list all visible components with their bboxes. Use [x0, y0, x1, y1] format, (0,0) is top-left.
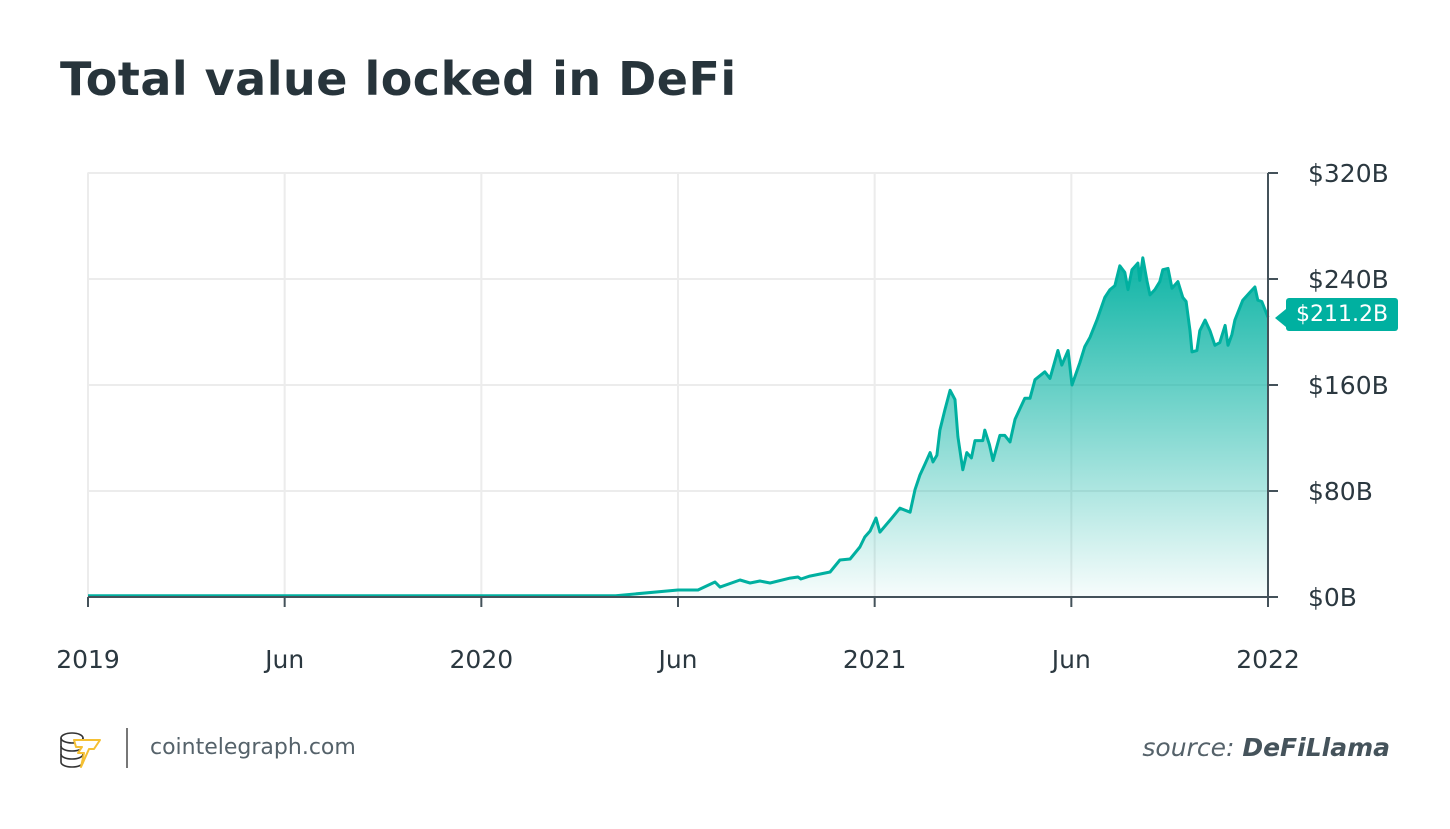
cointelegraph-logo-icon: [58, 730, 102, 774]
x-tick-label: 2022: [1236, 645, 1300, 674]
y-tick-label: $80B: [1308, 477, 1373, 506]
axes: $0B $80B $160B $240B $320B 2019 Jun 2020 Jun 2021…: [56, 159, 1389, 674]
source-credit: source: DeFiLlama: [1142, 733, 1390, 762]
y-tick-label: $240B: [1308, 265, 1389, 294]
x-tick-label: 2019: [56, 645, 120, 674]
chart-title: Total value locked in DeFi: [60, 52, 737, 106]
source-name: DeFiLlama: [1242, 733, 1390, 762]
y-tick-label: $160B: [1308, 371, 1389, 400]
y-tick-label: $320B: [1308, 159, 1389, 188]
x-tick-label: Jun: [1050, 645, 1091, 674]
x-tick-label: Jun: [656, 645, 697, 674]
x-tick-label: 2020: [450, 645, 514, 674]
x-tick-label: 2021: [843, 645, 907, 674]
y-tick-label: $0B: [1308, 583, 1357, 612]
footer-divider: [126, 728, 128, 768]
site-link[interactable]: cointelegraph.com: [150, 735, 356, 760]
x-tick-label: Jun: [263, 645, 304, 674]
tvl-area: [88, 257, 1268, 597]
source-prefix: source:: [1142, 733, 1235, 762]
tvl-line: [88, 256, 1270, 598]
last-value-label: $211.2B: [1274, 298, 1399, 332]
